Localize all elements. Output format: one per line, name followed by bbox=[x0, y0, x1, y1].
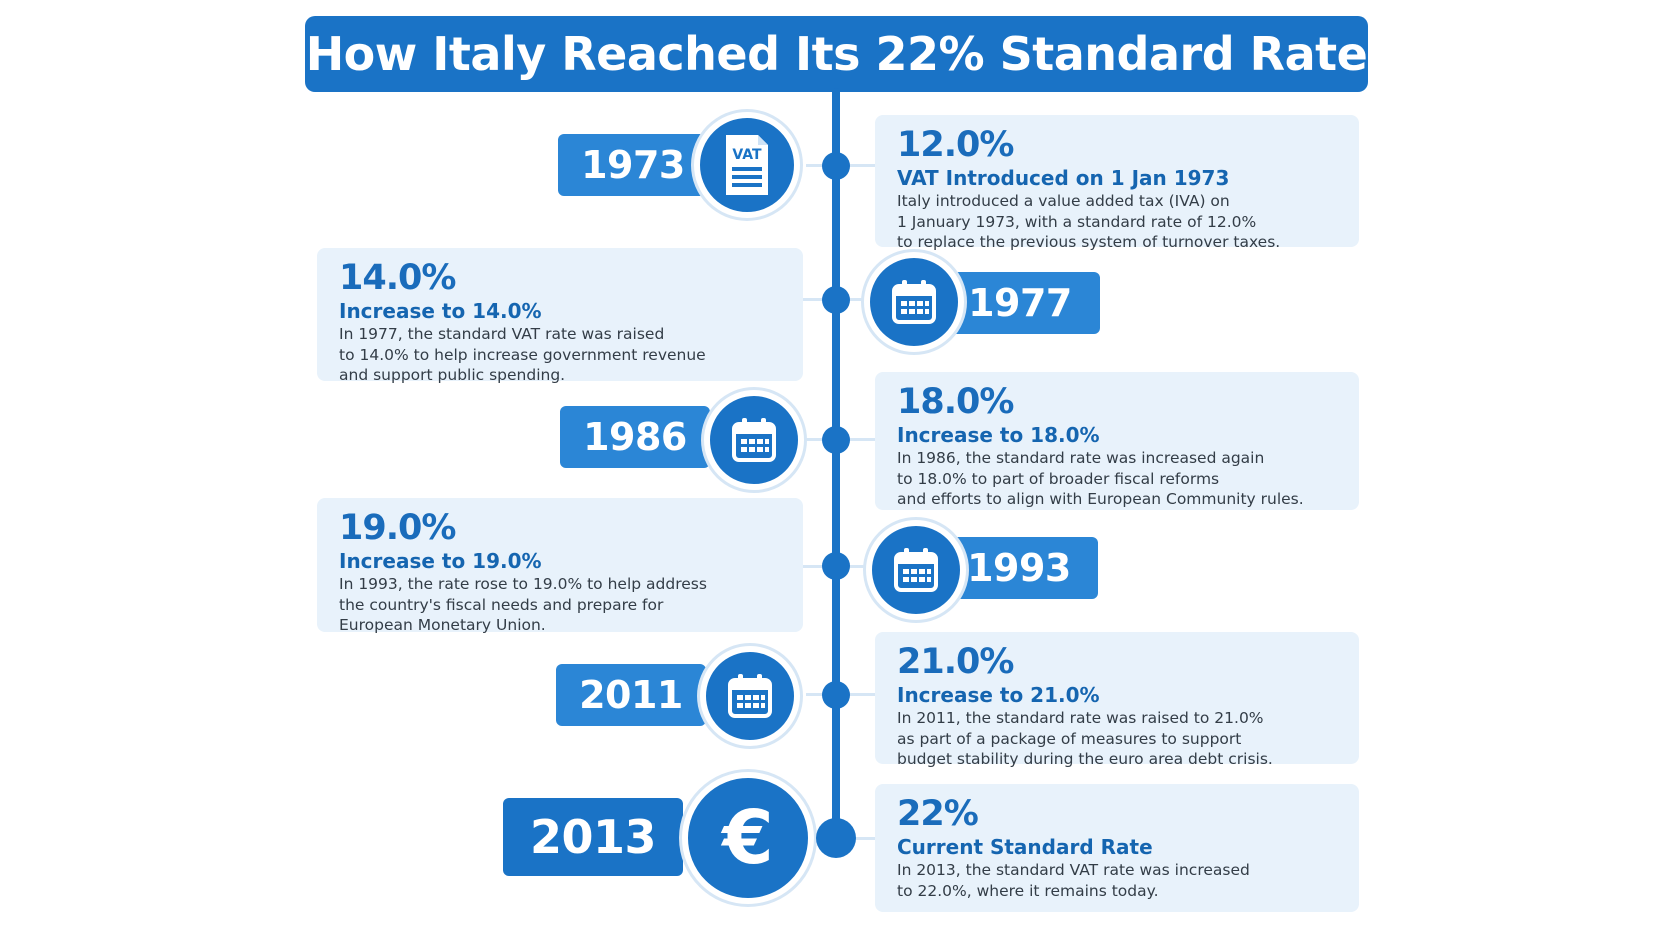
timeline-spine bbox=[832, 88, 840, 845]
event-card-1993: 19.0% Increase to 19.0% In 1993, the rat… bbox=[317, 498, 803, 634]
event-description: In 2013, the standard VAT rate was incre… bbox=[897, 861, 1250, 900]
event-card-1973: 12.0% VAT Introduced on 1 Jan 1973 Italy… bbox=[875, 115, 1359, 251]
event-card-1977: 14.0% Increase to 14.0% In 1977, the sta… bbox=[317, 248, 803, 384]
timeline-dot bbox=[822, 286, 850, 314]
event-heading: Increase to 21.0% bbox=[897, 683, 1100, 707]
calendar-icon bbox=[700, 646, 800, 746]
timeline-dot bbox=[822, 681, 850, 709]
vat-document-icon: VAT bbox=[694, 112, 800, 218]
rate-value: 22% bbox=[897, 794, 979, 834]
rate-value: 19.0% bbox=[339, 508, 456, 548]
year-tab-1993: 1993 bbox=[940, 537, 1098, 599]
event-heading: VAT Introduced on 1 Jan 1973 bbox=[897, 166, 1230, 190]
event-description: In 1993, the rate rose to 19.0% to help … bbox=[339, 575, 707, 634]
event-description: Italy introduced a value added tax (IVA)… bbox=[897, 192, 1281, 251]
calendar-icon bbox=[864, 252, 964, 352]
timeline-dot bbox=[816, 818, 856, 858]
timeline-dot bbox=[822, 152, 850, 180]
calendar-icon bbox=[704, 390, 804, 490]
event-heading: Increase to 18.0% bbox=[897, 423, 1100, 447]
calendar-icon bbox=[866, 520, 966, 620]
rate-value: 21.0% bbox=[897, 642, 1014, 682]
euro-icon: € bbox=[682, 772, 814, 904]
timeline-dot bbox=[822, 426, 850, 454]
rate-value: 14.0% bbox=[339, 258, 456, 298]
event-heading: Current Standard Rate bbox=[897, 835, 1153, 859]
year-tab-2011: 2011 bbox=[556, 664, 706, 726]
event-description: In 2011, the standard rate was raised to… bbox=[897, 709, 1273, 768]
event-heading: Increase to 19.0% bbox=[339, 549, 542, 573]
year-tab-2013: 2013 bbox=[503, 798, 683, 876]
event-card-2013: 22% Current Standard Rate In 2013, the s… bbox=[875, 784, 1359, 912]
event-description: In 1986, the standard rate was increased… bbox=[897, 449, 1304, 508]
event-card-2011: 21.0% Increase to 21.0% In 2011, the sta… bbox=[875, 632, 1359, 768]
vat-icon-label: VAT bbox=[732, 147, 762, 163]
year-tab-1977: 1977 bbox=[940, 272, 1100, 334]
year-tab-1986: 1986 bbox=[560, 406, 710, 468]
euro-icon-glyph: € bbox=[722, 795, 774, 881]
page-title: How Italy Reached Its 22% Standard Rate bbox=[305, 16, 1368, 92]
year-tab-1973: 1973 bbox=[558, 134, 708, 196]
rate-value: 18.0% bbox=[897, 382, 1014, 422]
event-card-1986: 18.0% Increase to 18.0% In 1986, the sta… bbox=[875, 372, 1359, 510]
event-heading: Increase to 14.0% bbox=[339, 299, 542, 323]
rate-value: 12.0% bbox=[897, 125, 1014, 165]
timeline-dot bbox=[822, 552, 850, 580]
event-description: In 1977, the standard VAT rate was raise… bbox=[339, 325, 706, 384]
